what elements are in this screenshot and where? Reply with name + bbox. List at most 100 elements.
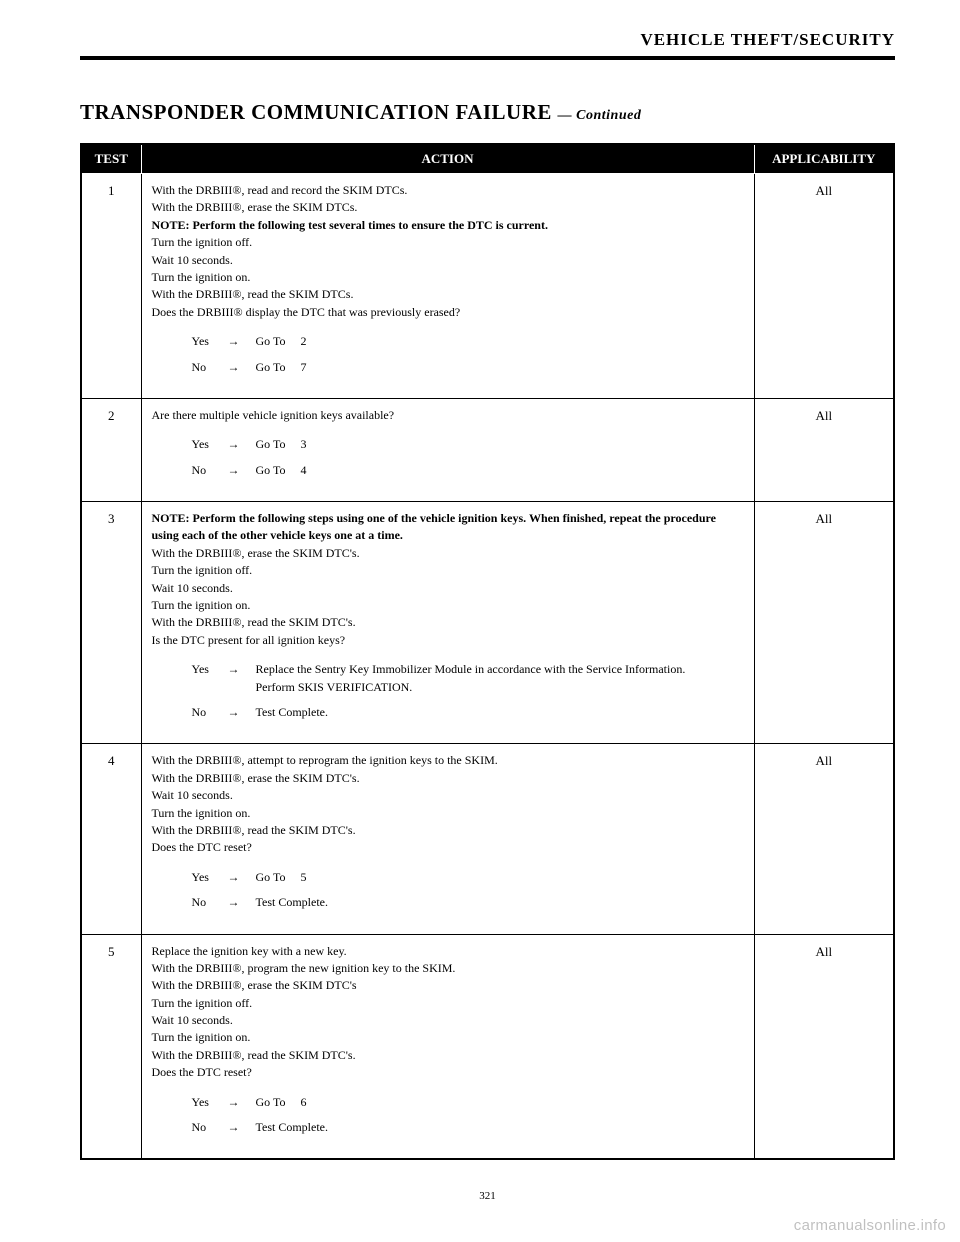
yes-label: Yes — [192, 333, 228, 350]
action-cell: Replace the ignition key with a new key.… — [141, 934, 754, 1159]
action-line: With the DRBIII®, read the SKIM DTC's. — [152, 1047, 744, 1064]
page-number: 321 — [80, 1190, 895, 1202]
applicability-cell: All — [754, 502, 894, 744]
table-row: 2 Are there multiple vehicle ignition key… — [81, 398, 894, 501]
no-row: No→Test Complete. — [192, 1119, 744, 1136]
action-line: Turn the ignition off. — [152, 234, 744, 251]
yes-dest: Go To 6 — [256, 1094, 744, 1111]
applicability-cell: All — [754, 934, 894, 1159]
yes-row: Yes→Go To 6 — [192, 1094, 744, 1111]
arrow-icon: → — [228, 704, 256, 721]
action-line: Wait 10 seconds. — [152, 1012, 744, 1029]
action-line: Does the DTC reset? — [152, 839, 744, 856]
action-line: Does the DRBIII® display the DTC that wa… — [152, 304, 744, 321]
header-rule — [80, 56, 895, 60]
no-dest: Go To 7 — [256, 359, 744, 376]
yes-row: Yes→Go To 5 — [192, 869, 744, 886]
action-line: Is the DTC present for all ignition keys… — [152, 632, 744, 649]
action-line: Turn the ignition on. — [152, 597, 744, 614]
action-line: With the DRBIII®, erase the SKIM DTC's. — [152, 545, 744, 562]
action-line: With the DRBIII®, read the SKIM DTCs. — [152, 286, 744, 303]
action-line: Are there multiple vehicle ignition keys… — [152, 407, 744, 424]
action-cell: NOTE: Perform the following steps using … — [141, 502, 754, 744]
action-line: Replace the ignition key with a new key. — [152, 943, 744, 960]
yes-label: Yes — [192, 436, 228, 453]
col-applicability: APPLICABILITY — [754, 144, 894, 174]
no-dest: Test Complete. — [256, 1119, 744, 1136]
arrow-icon: → — [228, 1119, 256, 1136]
no-dest: Test Complete. — [256, 894, 744, 911]
title-continued: — Continued — [558, 108, 642, 123]
arrow-icon: → — [228, 661, 256, 678]
test-number: 2 — [81, 398, 141, 501]
action-line: Wait 10 seconds. — [152, 787, 744, 804]
yes-dest: Go To 2 — [256, 333, 744, 350]
yes-dest: Go To 3 — [256, 436, 744, 453]
applicability-cell: All — [754, 398, 894, 501]
diagnostic-table: TEST ACTION APPLICABILITY 1 With the DRBI… — [80, 143, 895, 1160]
no-row: No→Go To 7 — [192, 359, 744, 376]
action-line: With the DRBIII®, erase the SKIM DTC's — [152, 977, 744, 994]
test-number: 4 — [81, 744, 141, 934]
arrow-icon: → — [228, 359, 256, 376]
yes-dest: Go To 5 — [256, 869, 744, 886]
no-label: No — [192, 1119, 228, 1136]
col-action: ACTION — [141, 144, 754, 174]
action-cell: Are there multiple vehicle ignition keys… — [141, 398, 754, 501]
action-line: NOTE: Perform the following steps using … — [152, 510, 744, 545]
table-row: 3 NOTE: Perform the following steps using… — [81, 502, 894, 744]
test-number: 1 — [81, 174, 141, 399]
yes-label: Yes — [192, 869, 228, 886]
action-line: With the DRBIII®, erase the SKIM DTCs. — [152, 199, 744, 216]
no-dest: Test Complete. — [256, 704, 744, 721]
action-cell: With the DRBIII®, read and record the SK… — [141, 174, 754, 399]
title-main: TRANSPONDER COMMUNICATION FAILURE — [80, 100, 552, 124]
arrow-icon: → — [228, 436, 256, 453]
yes-label: Yes — [192, 1094, 228, 1111]
table-row: 1 With the DRBIII®, read and record the S… — [81, 174, 894, 399]
action-line: With the DRBIII®, program the new igniti… — [152, 960, 744, 977]
test-number: 3 — [81, 502, 141, 744]
page-title: TRANSPONDER COMMUNICATION FAILURE — Cont… — [80, 100, 895, 125]
arrow-icon: → — [228, 894, 256, 911]
table-row: 4 With the DRBIII®, attempt to reprogram … — [81, 744, 894, 934]
arrow-icon: → — [228, 462, 256, 479]
action-line: With the DRBIII®, erase the SKIM DTC's. — [152, 770, 744, 787]
yes-row: Yes→Go To 3 — [192, 436, 744, 453]
col-test: TEST — [81, 144, 141, 174]
test-number: 5 — [81, 934, 141, 1159]
applicability-cell: All — [754, 174, 894, 399]
action-line: Turn the ignition on. — [152, 805, 744, 822]
yes-row: Yes→Replace the Sentry Key Immobilizer M… — [192, 661, 744, 696]
action-line: Turn the ignition off. — [152, 562, 744, 579]
no-row: No→Test Complete. — [192, 894, 744, 911]
yes-dest: Replace the Sentry Key Immobilizer Modul… — [256, 661, 744, 696]
action-line: With the DRBIII®, read and record the SK… — [152, 182, 744, 199]
action-line: With the DRBIII®, read the SKIM DTC's. — [152, 614, 744, 631]
no-row: No→Test Complete. — [192, 704, 744, 721]
action-line: NOTE: Perform the following test several… — [152, 217, 744, 234]
arrow-icon: → — [228, 1094, 256, 1111]
no-label: No — [192, 359, 228, 376]
action-line: With the DRBIII®, attempt to reprogram t… — [152, 752, 744, 769]
action-line: Turn the ignition on. — [152, 269, 744, 286]
table-row: 5Replace the ignition key with a new key… — [81, 934, 894, 1159]
action-line: Wait 10 seconds. — [152, 580, 744, 597]
no-label: No — [192, 462, 228, 479]
action-cell: With the DRBIII®, attempt to reprogram t… — [141, 744, 754, 934]
arrow-icon: → — [228, 333, 256, 350]
arrow-icon: → — [228, 869, 256, 886]
yes-label: Yes — [192, 661, 228, 678]
action-line: With the DRBIII®, read the SKIM DTC's. — [152, 822, 744, 839]
applicability-cell: All — [754, 744, 894, 934]
action-line: Wait 10 seconds. — [152, 252, 744, 269]
no-label: No — [192, 894, 228, 911]
action-line: Turn the ignition off. — [152, 995, 744, 1012]
action-line: Turn the ignition on. — [152, 1029, 744, 1046]
watermark: carmanualsonline.info — [794, 1217, 946, 1234]
no-dest: Go To 4 — [256, 462, 744, 479]
yes-row: Yes→Go To 2 — [192, 333, 744, 350]
no-label: No — [192, 704, 228, 721]
no-row: No→Go To 4 — [192, 462, 744, 479]
action-line: Does the DTC reset? — [152, 1064, 744, 1081]
